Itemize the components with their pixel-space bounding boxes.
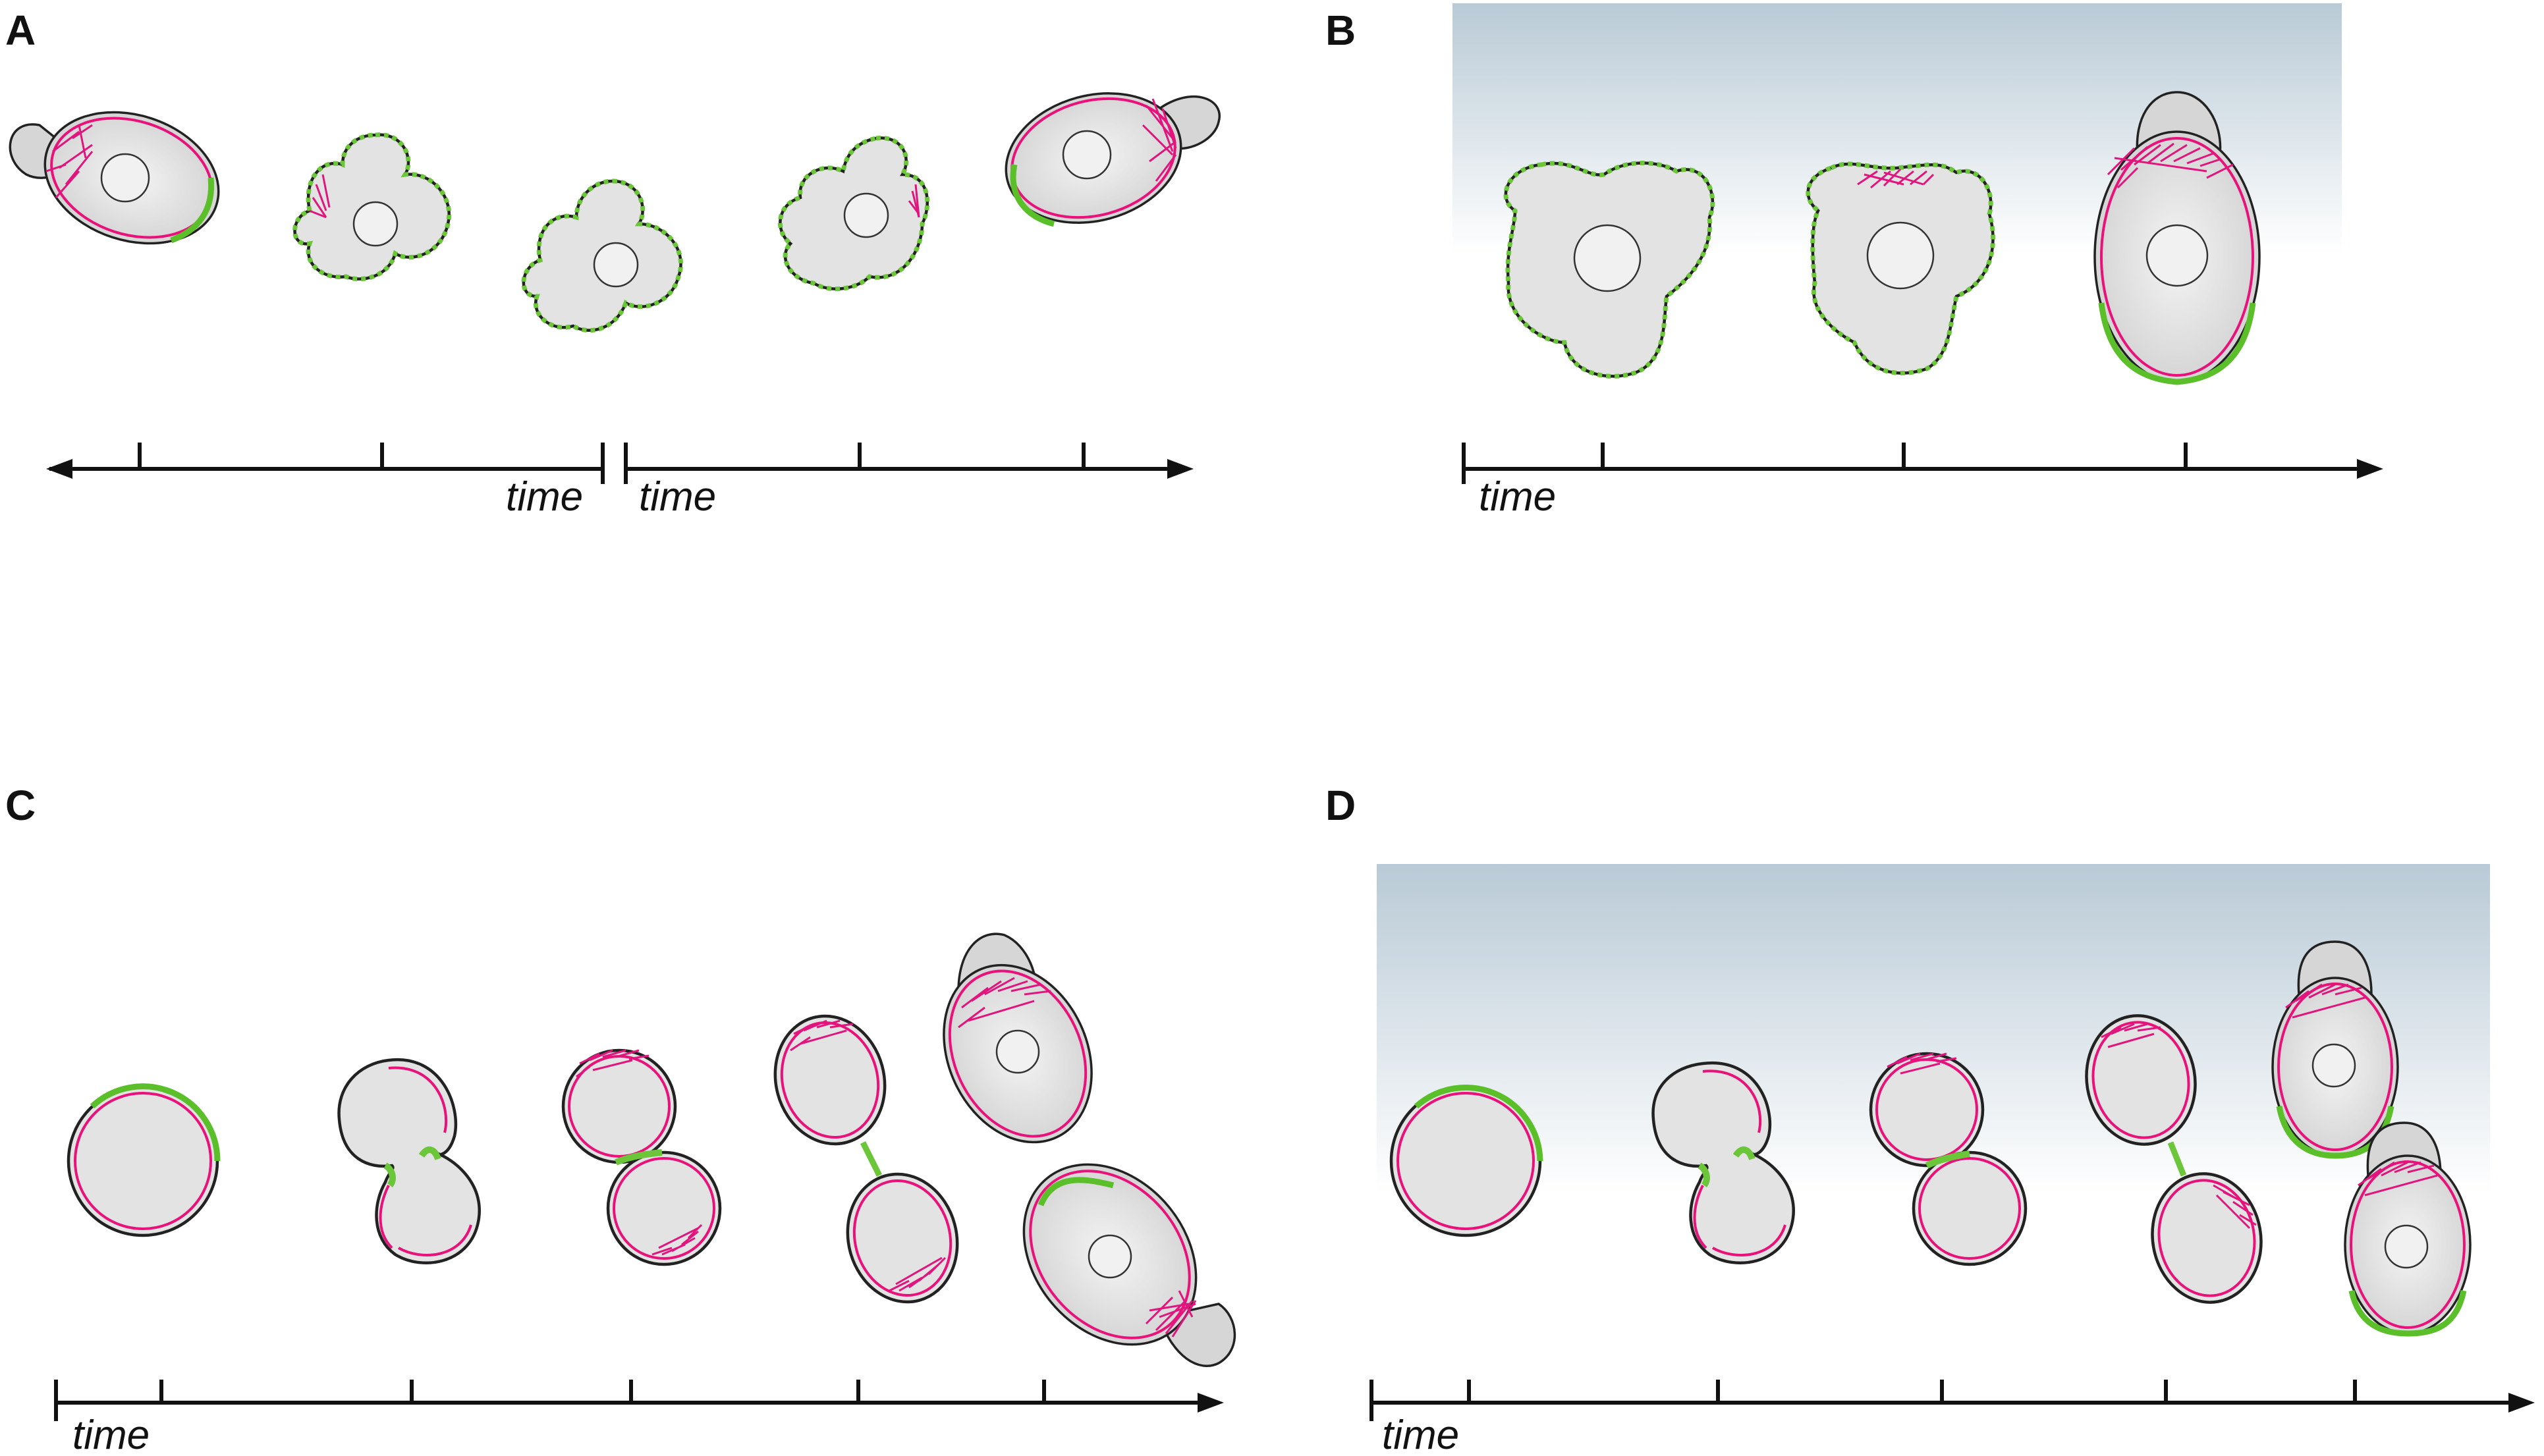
actin-cap-d3 [1887,1052,1957,1075]
cell-c4 [773,1014,959,1304]
actin-cap-c3-top [576,1049,650,1078]
cell-d4 [2085,1014,2263,1304]
cell-b2 [1806,161,1996,375]
time-axis-d: time [1369,1380,2535,1456]
actin-cap-d4-top [2101,1023,2161,1048]
panel-letter-c: C [5,782,36,829]
time-axis-a-left: time [46,443,605,520]
time-axis-b: time [1462,443,2383,520]
actin-cap-d5 [2285,983,2365,1019]
cell-c5 [943,932,1093,1144]
actin-cap-b2 [1857,168,1935,189]
actin-cap-c4-bottom [889,1256,947,1292]
cell-b1 [1503,161,1715,379]
cell-d1 [1389,1085,1543,1237]
actin-cap-d4-bottom [2213,1184,2257,1229]
cell-a3 [521,178,684,333]
cell-a5 [1005,92,1221,227]
axis-label-time-a-right: time [639,474,716,520]
cell-d2 [1651,1061,1795,1264]
panel-letter-a: A [5,7,36,54]
axis-label-time-b: time [1479,474,1556,520]
cell-c6 [1022,1163,1236,1367]
actin-cap-c3-bottom [651,1224,703,1256]
cell-a1 [9,111,220,245]
axis-label-time-a-left: time [506,474,583,520]
cell-c1 [67,1083,221,1237]
panel-c: C [5,782,1236,1456]
panel-letter-d: D [1325,782,1356,829]
axis-label-time-d: time [1382,1413,1459,1456]
panel-a: A [5,7,1221,520]
time-axis-c: time [54,1380,1224,1456]
actin-cap-a5 [1142,98,1177,182]
actin-cap-b3 [2107,142,2234,189]
time-axis-a-right: time [624,443,1194,520]
panel-b: B [1325,3,2383,520]
actin-cap-d6 [2358,1161,2438,1197]
axis-label-time-c: time [72,1413,150,1456]
cell-c2 [337,1058,481,1264]
actin-cap-c6 [1145,1290,1197,1337]
cell-c3 [561,1048,722,1266]
panel-letter-b: B [1325,7,1356,54]
cell-a4 [778,136,930,292]
actin-cap-a1 [45,124,94,198]
actin-cap-c5 [958,977,1051,1029]
cell-d3 [1869,1052,2028,1266]
cell-d5 [2271,940,2399,1159]
panel-d: D [1325,782,2535,1456]
cell-b3 [2093,91,2261,385]
cell-d6 [2344,1121,2472,1337]
actin-cap-c4-top [790,1019,854,1052]
cell-a2 [292,132,452,282]
